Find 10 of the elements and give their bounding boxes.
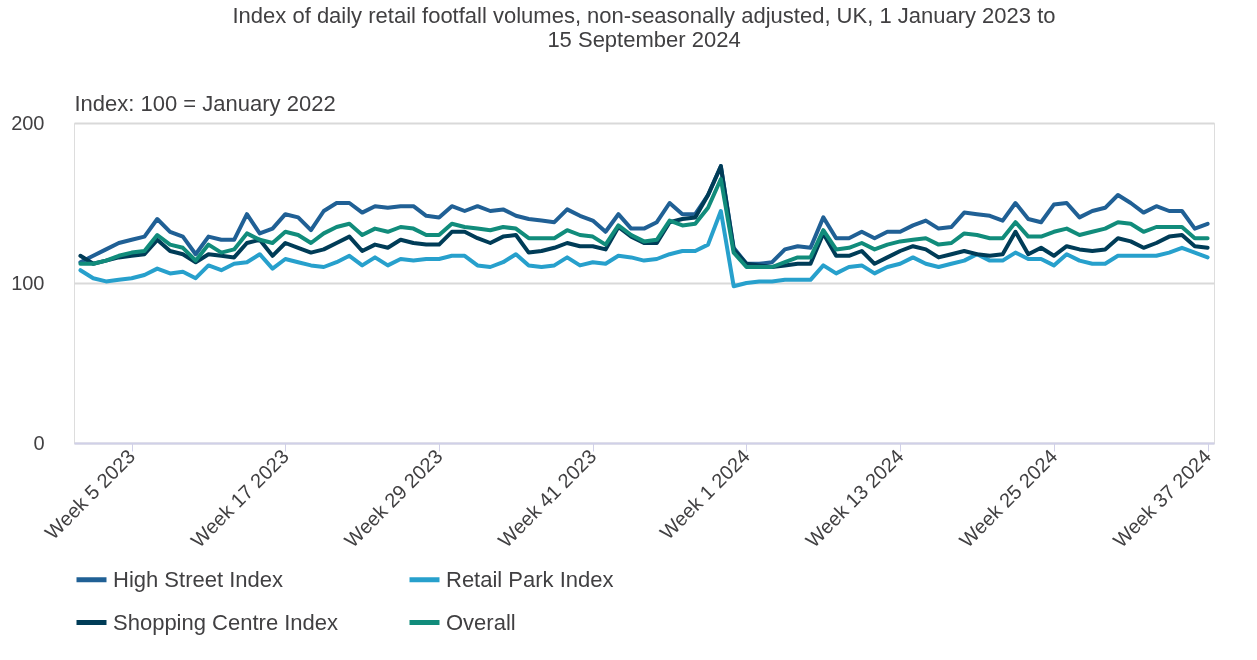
y-tick-label: 0 bbox=[33, 431, 45, 454]
y-axis-title: Index: 100 = January 2022 bbox=[74, 90, 336, 116]
legend-label: High Street Index bbox=[113, 566, 283, 592]
legend-label: Shopping Centre Index bbox=[113, 609, 339, 635]
y-tick-label: 100 bbox=[11, 271, 45, 294]
legend-label: Overall bbox=[446, 609, 516, 635]
y-tick-label: 200 bbox=[11, 111, 45, 134]
line-series bbox=[78, 209, 1210, 289]
chart-title: Index of daily retail footfall volumes, non-seasonally adjusted, UK, 1 January 2023 to 15 September 2024 bbox=[232, 3, 1056, 52]
legend-label: Retail Park Index bbox=[446, 566, 614, 592]
